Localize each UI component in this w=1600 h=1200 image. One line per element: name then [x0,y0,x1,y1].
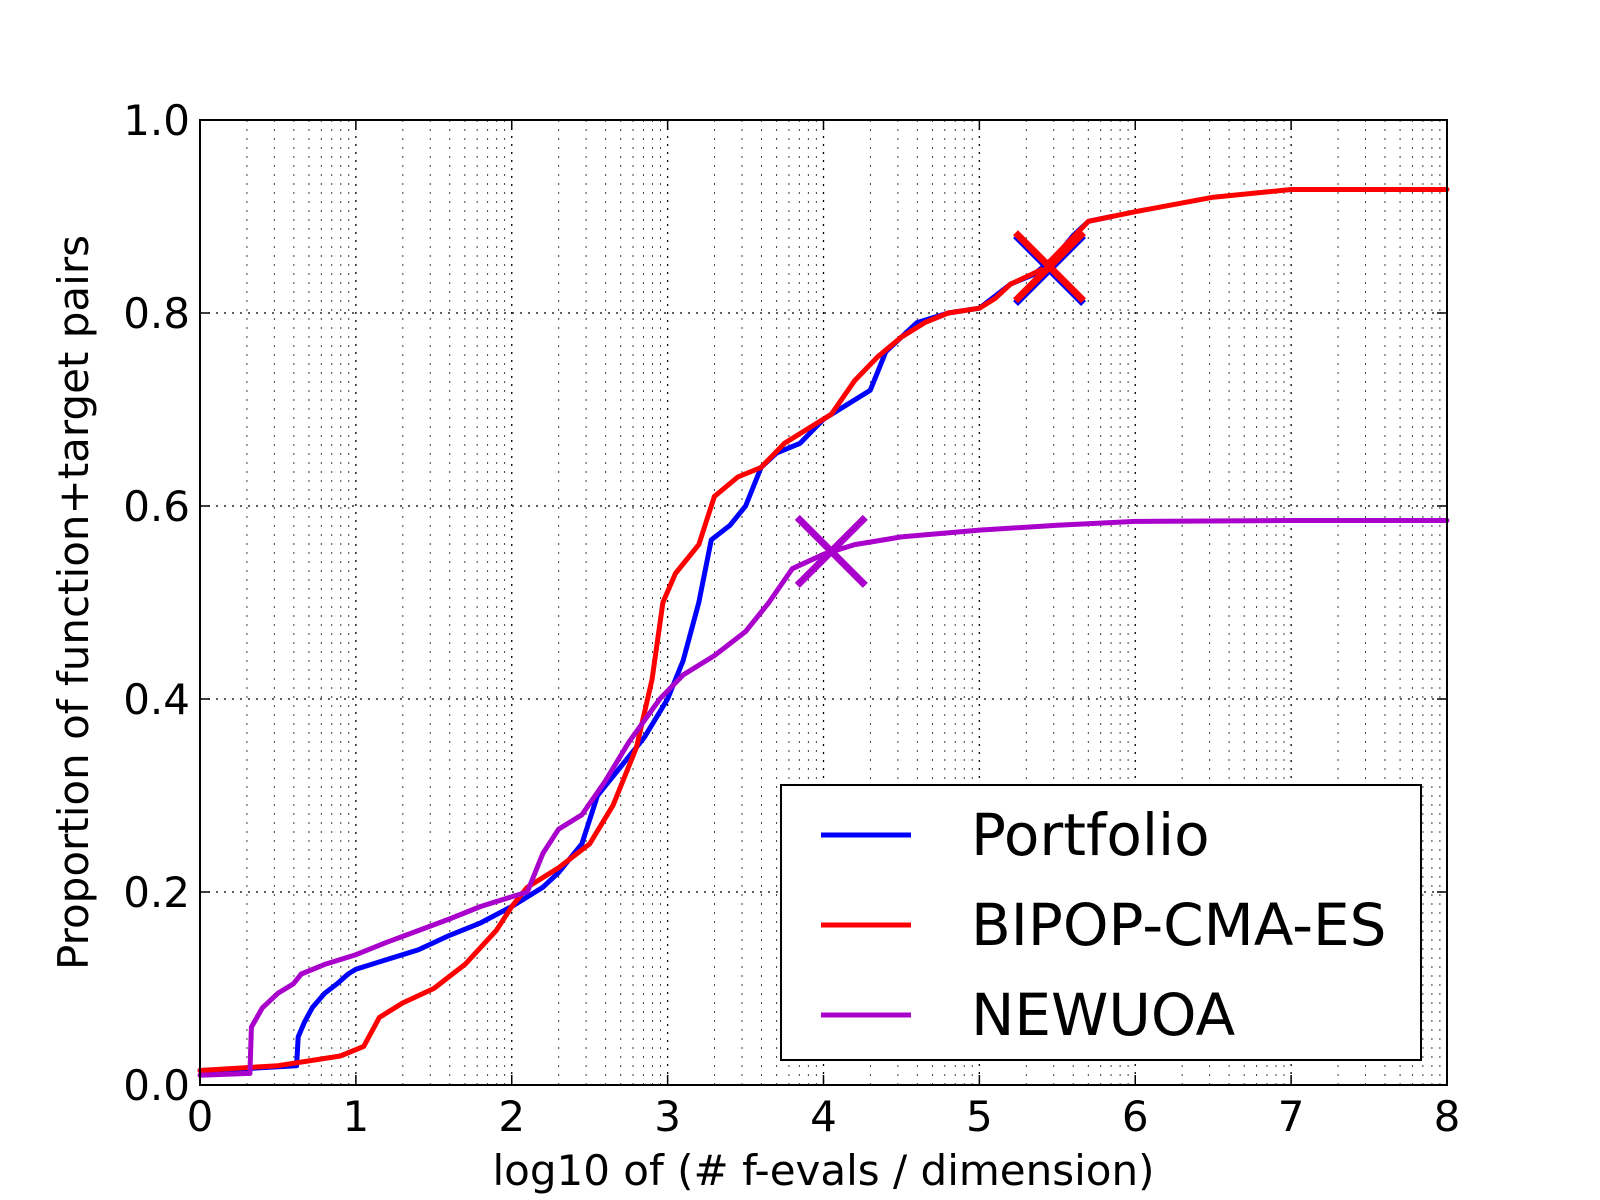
legend: Portfolio BIPOP-CMA-ES NEWUOA [780,784,1422,1061]
series-line-bipop-cma-es [197,187,1450,1073]
y-tick-label: 0.8 [123,289,190,338]
x-tick-label: 3 [654,1092,681,1141]
x-tick-label: 2 [498,1092,525,1141]
marker-bipop-cma-es [1013,230,1086,304]
ticks: 0 1 2 3 4 5 6 7 8 0.0 0.2 0.4 0.6 0.8 1.0 [123,96,1460,1141]
legend-item: NEWUOA [821,981,1235,1049]
x-tick-label: 0 [187,1092,214,1141]
y-tick-label: 0.2 [123,868,190,917]
x-axis-label: log10 of (# f-evals / dimension) [492,1146,1154,1195]
y-tick-label: 0.4 [123,675,190,724]
marker-newuoa [794,514,868,588]
y-tick-label: 0.0 [123,1061,190,1110]
marker-stroke [1013,230,1086,304]
marker-stroke [794,514,868,588]
legend-item: Portfolio [821,801,1210,869]
x-tick-label: 8 [1434,1092,1461,1141]
y-tick-label: 0.6 [123,482,190,531]
x-tick-label: 6 [1122,1092,1149,1141]
x-tick-label: 5 [966,1092,993,1141]
marker-layer [794,230,1086,588]
x-tick-label: 4 [810,1092,837,1141]
legend-label: Portfolio [971,801,1210,869]
legend-label: NEWUOA [971,981,1235,1049]
grid [200,120,1447,1085]
y-tick-label: 1.0 [123,96,190,145]
legend-label: BIPOP-CMA-ES [971,891,1387,959]
x-tick-label: 1 [343,1092,370,1141]
legend-item: BIPOP-CMA-ES [821,891,1387,959]
x-tick-label: 7 [1278,1092,1305,1141]
series-line-newuoa [197,518,1450,1078]
y-axis-label: Proportion of function+target pairs [49,235,98,970]
series-layer [197,187,1450,1078]
